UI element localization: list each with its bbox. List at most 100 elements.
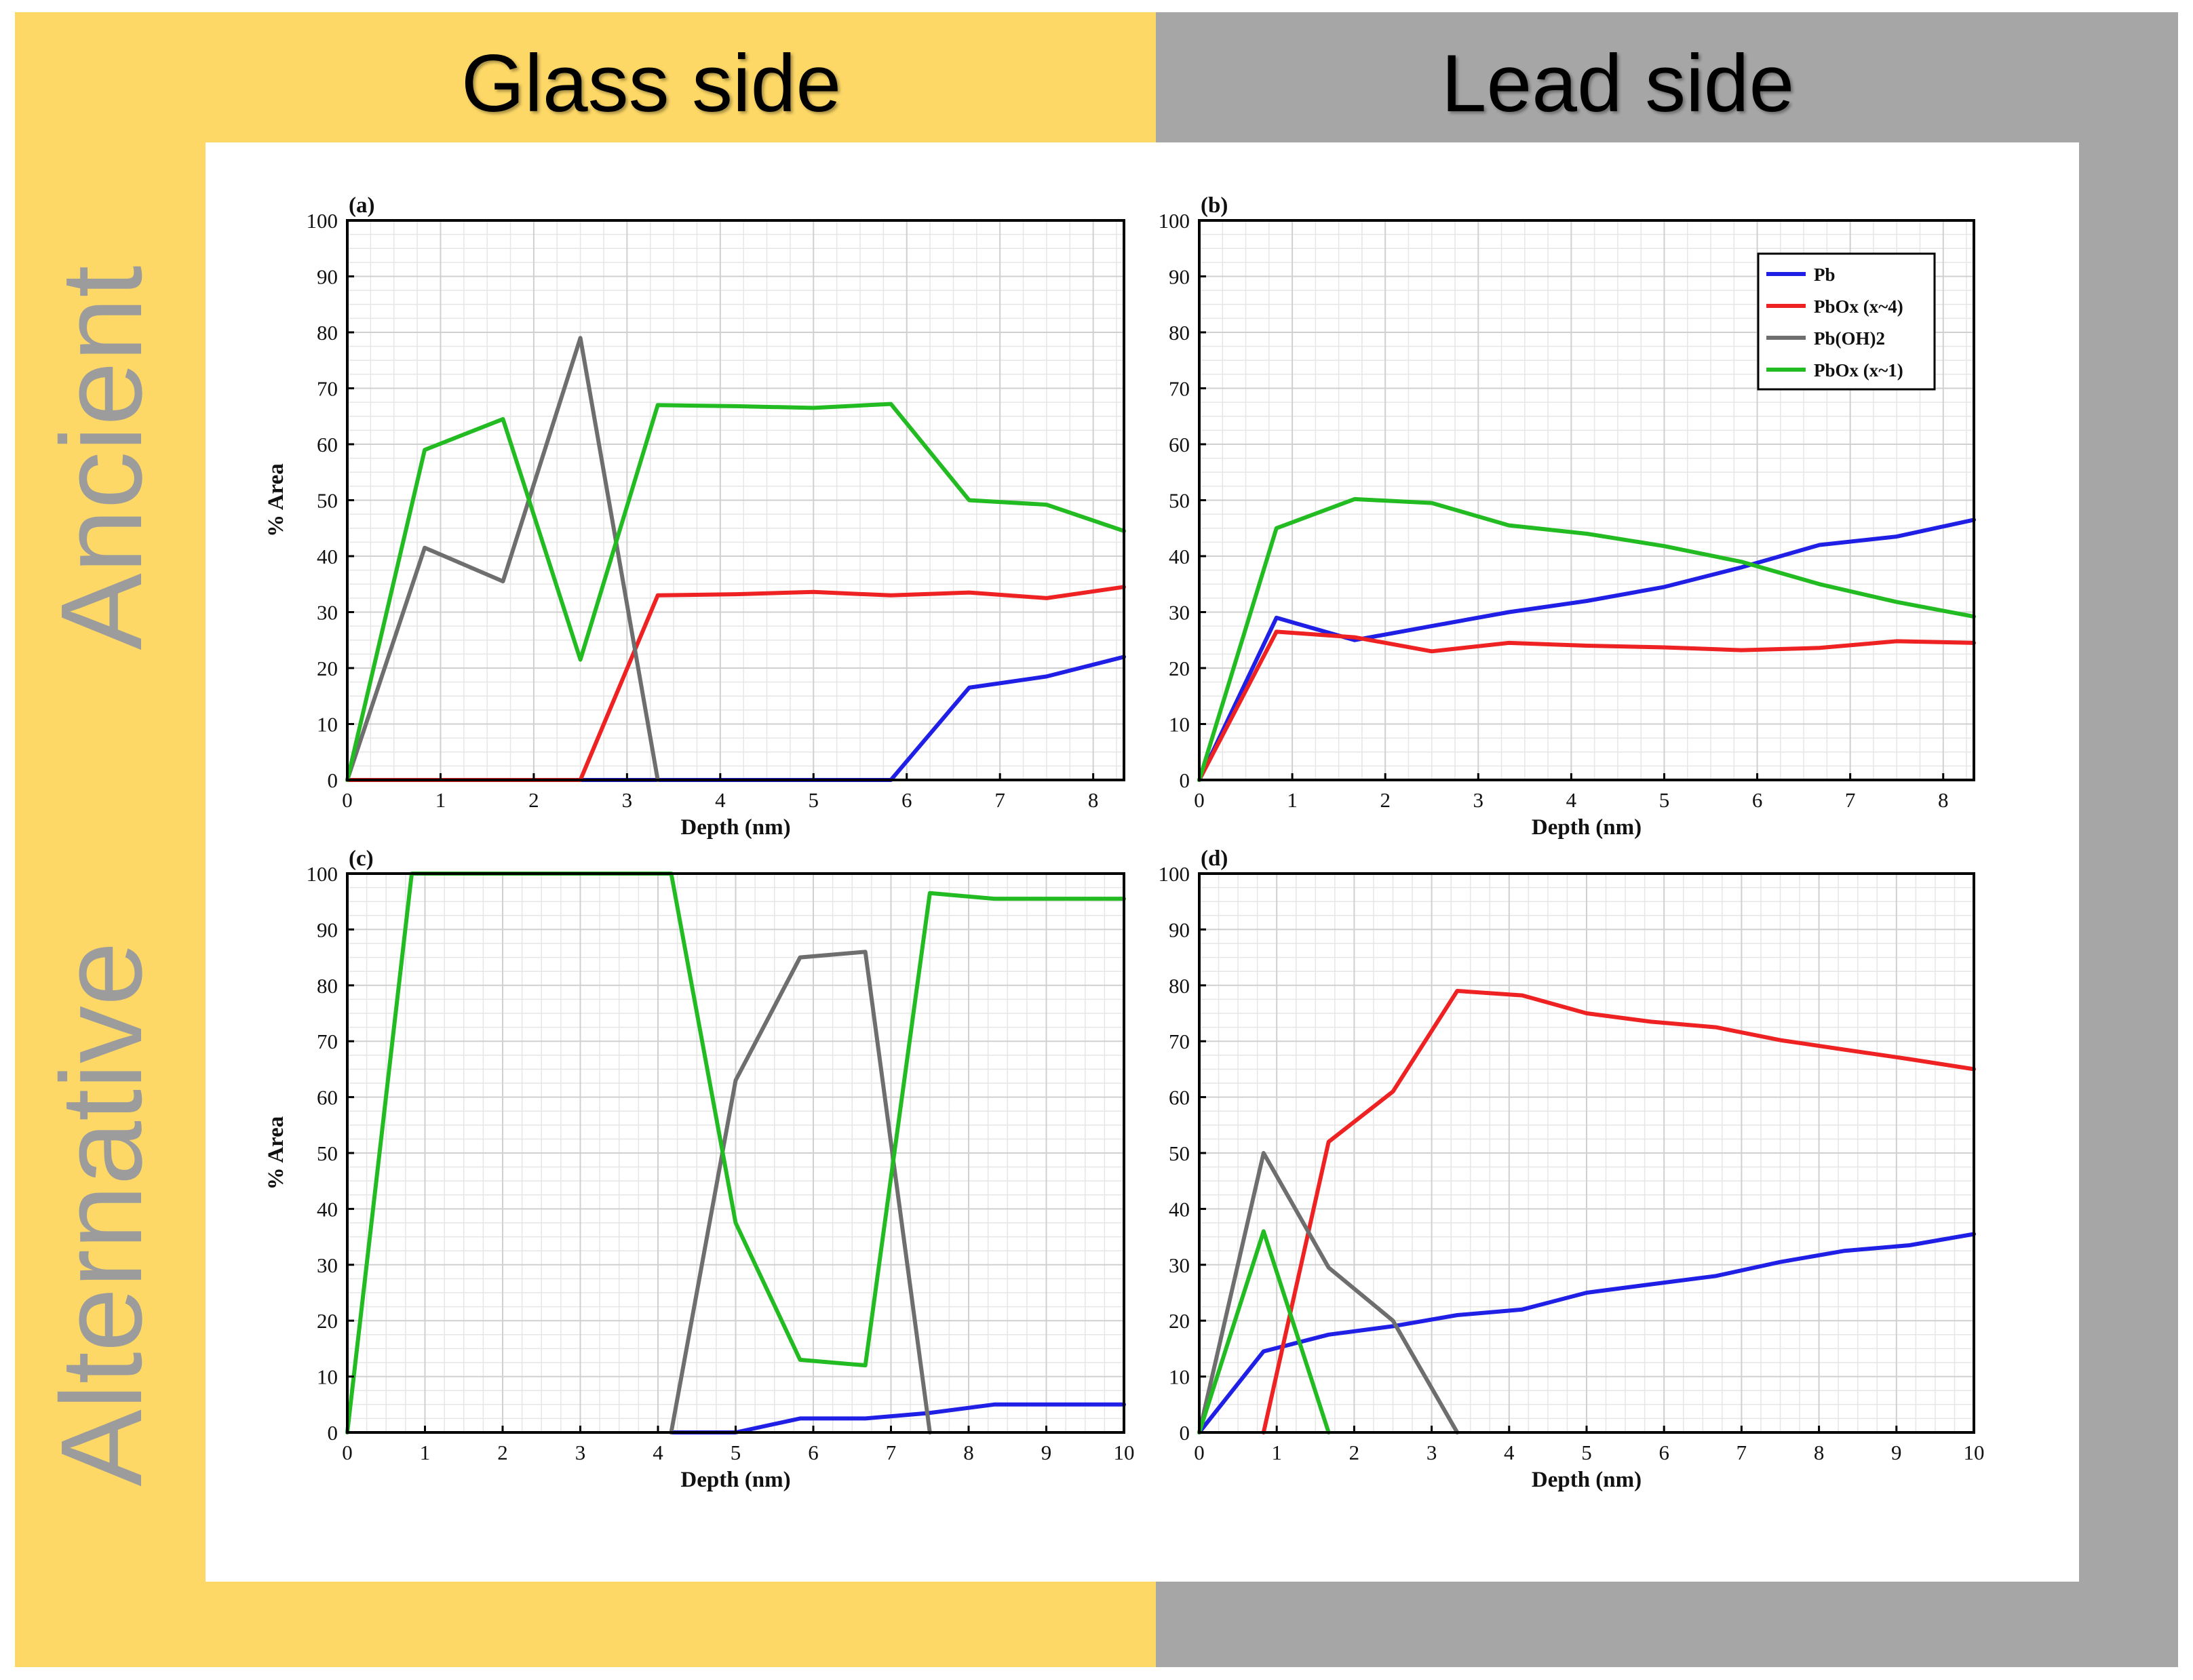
y-tick-label: 0 — [328, 1421, 338, 1445]
x-tick-label: 6 — [808, 1441, 819, 1464]
x-tick-label: 6 — [1658, 1441, 1669, 1464]
series-line-PbOx_1 — [1197, 1229, 1331, 1434]
x-tick-label: 2 — [497, 1441, 508, 1464]
series-line-PbOx_1 — [1197, 496, 1976, 782]
y-tick-label: 20 — [317, 1309, 338, 1333]
series-line-Pb — [578, 655, 1126, 782]
chart-d: 0 10 20 30 40 50 60 70 80 90 100 0 1 2 3 4 5 6 7 8 9 10 (d) Dep… — [1159, 846, 1985, 1492]
x-tick-label: 8 — [1814, 1441, 1825, 1464]
series-line-Pb — [1197, 517, 1976, 782]
y-tick-label: 50 — [317, 1141, 338, 1165]
y-tick-label: 90 — [317, 918, 338, 941]
x-tick-label: 0 — [1194, 788, 1205, 812]
y-tick-label: 70 — [317, 377, 338, 401]
y-tick-label: 80 — [317, 321, 338, 345]
y-tick-label: 20 — [1169, 657, 1190, 680]
y-tick-label: 40 — [1169, 545, 1190, 568]
series-line-Pb — [1197, 1232, 1976, 1434]
y-tick-label: 100 — [307, 209, 338, 233]
series-line-PbOH2 — [1197, 1151, 1460, 1434]
x-tick-label: 1 — [420, 1441, 431, 1464]
legend-label-Pb: Pb — [1814, 265, 1836, 285]
y-tick-label: 40 — [317, 545, 338, 568]
y-tick-label: 60 — [317, 433, 338, 456]
chart-c: 0 10 20 30 40 50 60 70 80 90 100 0 1 2 3 4 5 6 7 8 9 10 (c) Dep… — [264, 846, 1135, 1492]
x-tick-label: 4 — [1504, 1441, 1515, 1464]
panel-label: (a) — [349, 193, 374, 218]
series-line-Pb — [669, 1402, 1126, 1434]
x-tick-label: 6 — [901, 788, 912, 812]
glass-side-header: Glass side — [461, 38, 842, 129]
series-line-PbOH2 — [669, 950, 932, 1434]
x-axis-label: Depth (nm) — [1532, 815, 1642, 840]
series-line-PbOx_4 — [1197, 629, 1976, 782]
x-tick-label: 7 — [1736, 1441, 1747, 1464]
y-tick-label: 0 — [328, 768, 338, 792]
y-tick-label: 80 — [1169, 321, 1190, 345]
x-tick-label: 8 — [1088, 788, 1099, 812]
y-tick-label: 10 — [317, 713, 338, 737]
x-tick-label: 3 — [575, 1441, 586, 1464]
y-tick-label: 80 — [1169, 974, 1190, 998]
chart-b: 0 10 20 30 40 50 60 70 80 90 100 0 1 2 3 4 5 6 7 8 (b) Depth … — [1159, 193, 1976, 840]
x-tick-label: 1 — [1271, 1441, 1282, 1464]
y-tick-label: 10 — [1169, 713, 1190, 737]
x-tick-label: 8 — [963, 1441, 974, 1464]
x-tick-label: 8 — [1938, 788, 1949, 812]
x-tick-label: 4 — [1566, 788, 1577, 812]
y-tick-label: 20 — [317, 657, 338, 680]
series-line-PbOx_1 — [345, 402, 1126, 782]
x-tick-label: 2 — [1349, 1441, 1360, 1464]
x-tick-label: 5 — [1659, 788, 1670, 812]
y-tick-label: 90 — [317, 265, 338, 289]
x-tick-label: 1 — [435, 788, 446, 812]
x-tick-label: 0 — [1194, 1441, 1205, 1464]
x-tick-label: 7 — [886, 1441, 897, 1464]
y-tick-label: 40 — [317, 1197, 338, 1221]
x-tick-label: 0 — [342, 788, 353, 812]
y-tick-label: 40 — [1169, 1197, 1190, 1221]
y-tick-label: 100 — [307, 862, 338, 886]
y-tick-label: 60 — [1169, 1086, 1190, 1110]
x-tick-label: 4 — [715, 788, 726, 812]
x-tick-label: 9 — [1891, 1441, 1902, 1464]
x-tick-label: 2 — [1380, 788, 1391, 812]
x-tick-label: 3 — [1427, 1441, 1437, 1464]
x-axis-label: Depth (nm) — [680, 1468, 790, 1492]
x-tick-label: 3 — [1473, 788, 1484, 812]
lead-side-header: Lead side — [1441, 38, 1795, 129]
y-tick-label: 0 — [1180, 1421, 1190, 1445]
legend-box — [1757, 252, 1936, 391]
y-tick-label: 60 — [317, 1086, 338, 1110]
x-tick-label: 5 — [809, 788, 819, 812]
y-tick-label: 0 — [1180, 768, 1190, 792]
legend-label-PbOx_1: PbOx (x~1) — [1814, 360, 1903, 380]
x-axis-label: Depth (nm) — [1532, 1468, 1642, 1492]
y-tick-label: 90 — [1169, 918, 1190, 941]
x-tick-label: 10 — [1114, 1441, 1135, 1464]
x-tick-label: 5 — [1581, 1441, 1592, 1464]
panel-label: (c) — [349, 846, 374, 871]
y-tick-label: 50 — [1169, 489, 1190, 513]
legend-label-PbOx_4: PbOx (x~4) — [1814, 296, 1903, 317]
x-tick-label: 2 — [528, 788, 539, 812]
x-tick-label: 5 — [731, 1441, 741, 1464]
x-tick-label: 9 — [1041, 1441, 1052, 1464]
y-tick-label: 50 — [1169, 1141, 1190, 1165]
x-tick-label: 4 — [653, 1441, 663, 1464]
y-tick-label: 70 — [317, 1030, 338, 1053]
x-tick-label: 10 — [1964, 1441, 1985, 1464]
panel-label: (d) — [1201, 846, 1228, 871]
x-tick-label: 3 — [622, 788, 633, 812]
x-tick-label: 7 — [994, 788, 1005, 812]
chart-a: 0 10 20 30 40 50 60 70 80 90 100 0 1 2 3 4 5 6 7 8 (a) Depth … — [264, 193, 1126, 840]
legend: Pb PbOx (x~4) Pb(OH)2 PbOx (x~1) — [1757, 252, 1936, 391]
series-line-PbOH2 — [345, 336, 660, 782]
legend-label-PbOH2: Pb(OH)2 — [1814, 328, 1885, 349]
y-tick-label: 30 — [317, 601, 338, 625]
y-tick-label: 10 — [317, 1365, 338, 1389]
y-tick-label: 70 — [1169, 377, 1190, 401]
y-tick-label: 70 — [1169, 1030, 1190, 1053]
panel-label: (b) — [1201, 193, 1228, 218]
